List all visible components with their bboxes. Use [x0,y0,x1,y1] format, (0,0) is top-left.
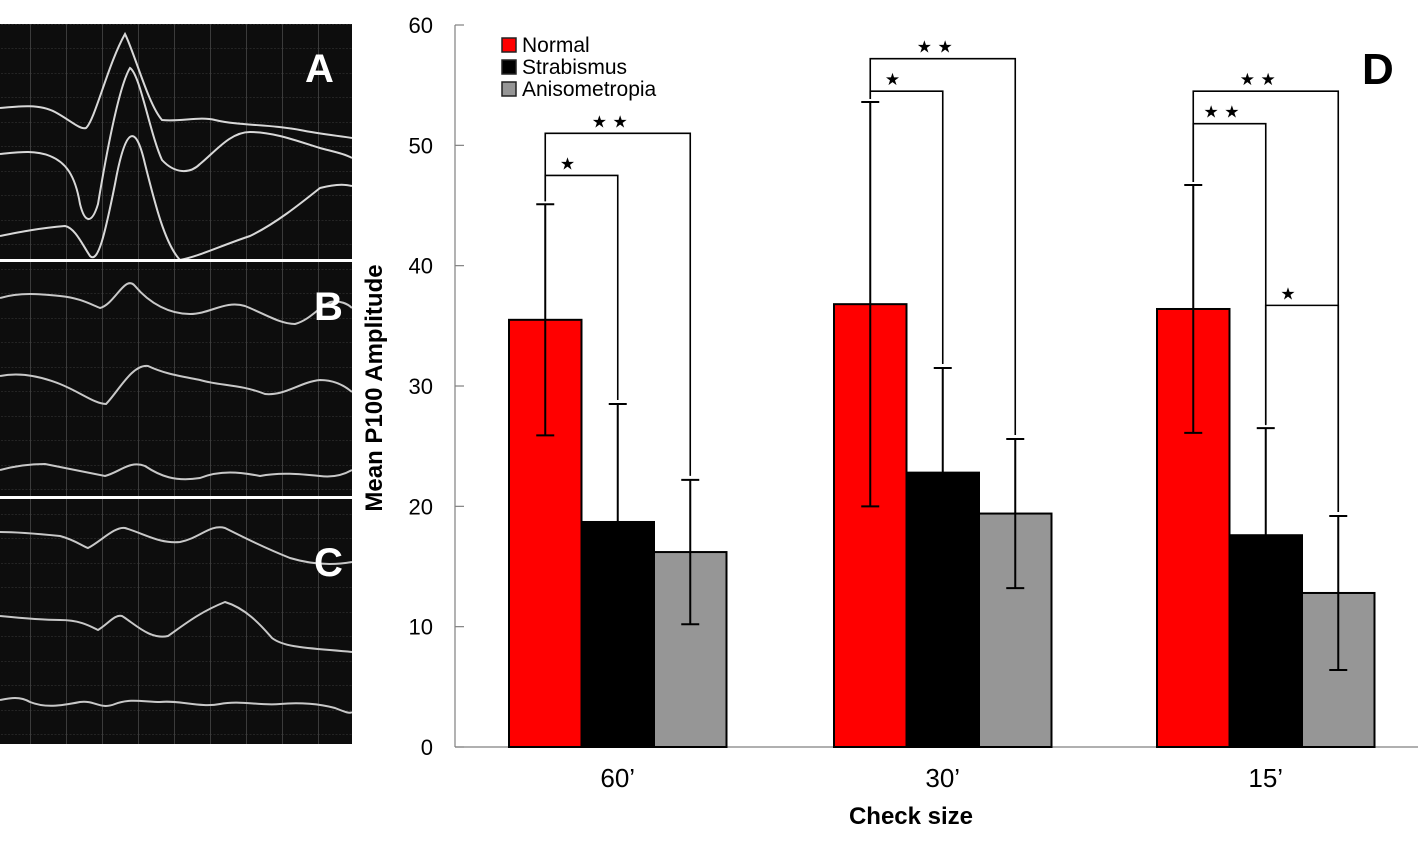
bar-normal-0 [508,318,583,748]
panel-label-d: D [1362,45,1394,94]
significance-bracket [869,90,944,364]
significance-bracket [544,174,619,401]
panel-label-b: B [314,285,343,329]
y-tick-label: 20 [409,494,433,519]
y-tick-label: 40 [409,254,433,279]
bar-strabismus-1 [905,471,980,748]
y-tick-label: 30 [409,374,433,399]
legend-swatch-strabismus [501,59,517,75]
x-tick-label: 15’ [1248,763,1283,793]
legend-label-normal: Normal [522,34,590,57]
waveform-trace [0,526,352,566]
legend-label-anisometropia: Anisometropia [522,78,657,101]
x-tick-label: 60’ [600,763,635,793]
significance-bracket [544,132,692,476]
waveform-trace [0,31,352,139]
waveform-trace [0,364,352,406]
y-tick-label: 50 [409,133,433,158]
panel-label-c: C [314,541,343,585]
bar-anisometropia-0 [653,551,728,748]
bar-normal-2 [1156,307,1231,748]
y-axis-title: Mean P100 Amplitude [361,264,388,511]
significance-stars: ★ ★ [1204,103,1240,123]
significance-stars: ★ ★ [917,38,953,58]
x-tick-label: 30’ [925,763,960,793]
waveform-trace [0,697,352,714]
waveform-trace [0,282,352,326]
waveform-trace [0,600,352,653]
y-tick-label: 10 [409,615,433,640]
significance-bracket [1192,90,1340,512]
panel-label-a: A [305,47,334,91]
y-tick-label: 0 [421,735,433,760]
y-tick-label: 60 [409,13,433,38]
vep-panel-a: A [0,24,352,262]
significance-stars: ★ [560,154,575,174]
x-axis-title: Check size [849,803,973,830]
significance-stars: ★ ★ [1240,70,1276,90]
significance-stars: ★ ★ [592,112,628,132]
bar-strabismus-0 [580,520,655,749]
bar-anisometropia-1 [978,512,1053,749]
vep-panel-c: C [0,499,352,744]
waveform-trace [0,66,352,220]
bar-anisometropia-2 [1301,591,1376,748]
significance-bracket [1192,122,1267,425]
legend-swatch-anisometropia [501,81,517,97]
legend-swatch-normal [501,37,517,53]
significance-bracket [1264,304,1340,512]
significance-bracket [869,57,1017,435]
vep-panel-b: B [0,262,352,496]
legend-label-strabismus: Strabismus [522,56,627,79]
vep-waveform-panels: A B C [0,24,352,744]
waveform-trace [0,135,352,262]
waveform-trace [0,462,352,481]
bar-normal-1 [833,303,908,748]
bar-strabismus-2 [1228,534,1303,748]
significance-stars: ★ [1280,284,1295,304]
significance-stars: ★ [885,70,900,90]
